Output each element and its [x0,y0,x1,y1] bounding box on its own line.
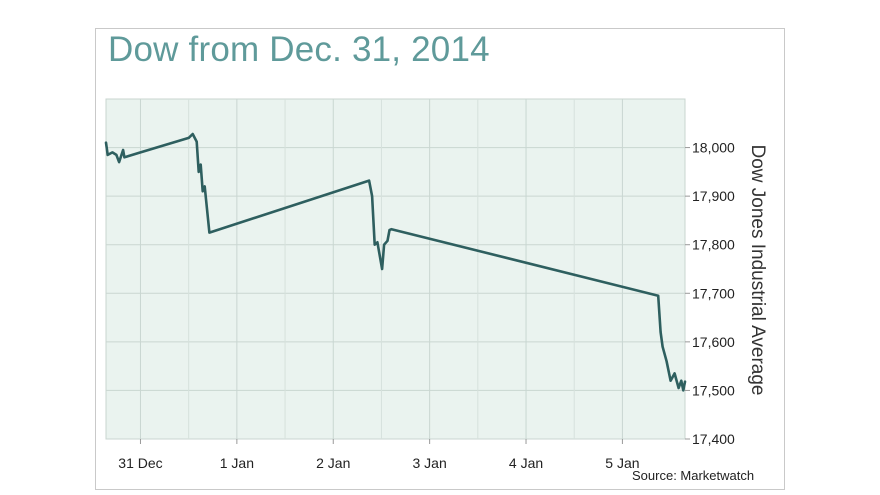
x-tick-label: 31 Dec [118,455,162,471]
x-tick-label: 1 Jan [220,455,254,471]
plot-area [105,98,686,440]
y-tick-label: 17,700 [692,285,735,301]
x-tick-label: 5 Jan [605,455,639,471]
y-tick-label: 18,000 [692,140,735,156]
chart-title: Dow from Dec. 31, 2014 [108,30,490,69]
y-axis-ticks: 17,400 17,500 17,600 17,700 17,800 17,900 18,0… [685,140,735,447]
x-tick-label: 3 Jan [413,455,447,471]
y-tick-label: 17,600 [692,334,735,350]
y-tick-label: 17,900 [692,188,735,204]
y-tick-label: 17,500 [692,382,735,398]
x-tick-label: 4 Jan [509,455,543,471]
x-axis-ticks: 31 Dec 1 Jan 2 Jan 3 Jan 4 Jan 5 Jan [118,439,640,471]
series-lines [104,132,687,392]
y-tick-label: 17,400 [692,431,735,447]
series-line [104,132,687,392]
y-axis-label: Dow Jones Industrial Average [747,144,768,395]
source-note: Source: Marketwatch [632,468,755,483]
y-tick-label: 17,800 [692,237,735,253]
x-tick-label: 2 Jan [316,455,350,471]
